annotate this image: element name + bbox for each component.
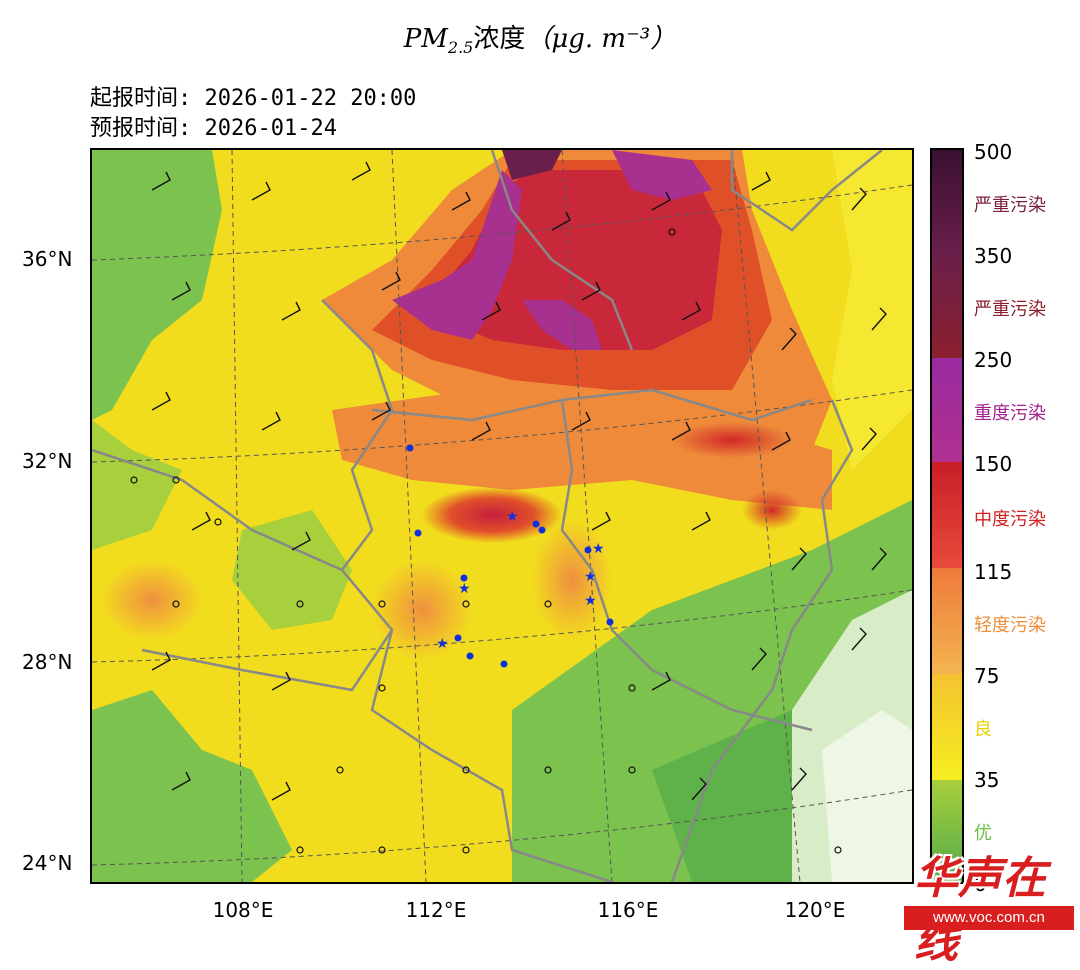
sea-yellow	[832, 150, 912, 470]
cb-cat-moderate: 中度污染	[974, 509, 1046, 530]
title-cn: 浓度	[473, 24, 526, 54]
cb-tick-115: 115	[974, 560, 1013, 584]
cb-seg-light	[932, 568, 962, 674]
lon-label-120: 120°E	[784, 898, 846, 922]
green-region-c	[232, 510, 352, 630]
city-stars: ★ ★ ★ ★ ★ ★	[436, 509, 605, 652]
cb-seg-good	[932, 674, 962, 780]
green-region-nw	[92, 150, 222, 420]
hotspot-changsha	[372, 560, 472, 660]
cb-cat-light: 轻度污染	[974, 615, 1046, 636]
cb-cat-heavy: 重度污染	[974, 403, 1046, 424]
sea-lighter	[822, 710, 912, 882]
title-unit: （μg. m⁻³）	[525, 24, 677, 54]
title-sub: 2.5	[447, 38, 474, 58]
svg-text:★: ★	[506, 509, 519, 525]
hotspot-east2	[742, 490, 802, 530]
magenta-region-1	[392, 170, 522, 340]
cb-cat-good: 良	[974, 719, 992, 740]
cb-cat-excellent: 优	[974, 823, 992, 844]
forecast-time-label: 预报时间:	[90, 116, 192, 141]
severe-region-1	[502, 150, 562, 180]
forecast-time-line: 预报时间: 2026-01-24	[90, 110, 337, 142]
lon-label-112: 112°E	[405, 898, 467, 922]
magenta-region-2	[522, 300, 602, 350]
cb-cat-severe-2: 严重污染	[974, 195, 1046, 216]
cb-seg-severe1	[932, 254, 962, 358]
lat-label-32: 32°N	[22, 449, 73, 473]
cb-tick-0: 0	[974, 872, 987, 896]
lon-label-108: 108°E	[212, 898, 274, 922]
svg-text:★: ★	[584, 593, 597, 609]
init-time-value: 2026-01-22 20:00	[204, 86, 417, 111]
wind-barbs	[151, 161, 887, 801]
colorbar	[930, 148, 964, 884]
cb-seg-moderate	[932, 462, 962, 568]
voc-logo: 华声在线 www.voc.com.cn	[900, 840, 1078, 968]
pollution-map: ★ ★ ★ ★ ★ ★	[90, 148, 914, 884]
lat-label-24: 24°N	[22, 851, 73, 875]
map-title: PM2.5浓度（μg. m⁻³）	[0, 18, 1080, 57]
hotspot-wuhan	[422, 487, 562, 543]
cb-seg-severe2	[932, 150, 962, 254]
calm-wind-markers	[130, 228, 842, 854]
lon-label-116: 116°E	[597, 898, 659, 922]
green-region-sw	[92, 690, 292, 882]
init-time-line: 起报时间: 2026-01-22 20:00	[90, 80, 416, 112]
hotspot-west	[102, 560, 202, 640]
init-time-label: 起报时间:	[90, 86, 192, 111]
cb-seg-heavy	[932, 358, 962, 462]
cb-tick-250: 250	[974, 348, 1013, 372]
green-region-w	[92, 420, 182, 550]
cb-tick-350: 350	[974, 244, 1013, 268]
cb-cat-severe-1: 严重污染	[974, 299, 1046, 320]
lat-label-36: 36°N	[22, 247, 73, 271]
city-markers	[406, 444, 614, 668]
cb-tick-150: 150	[974, 452, 1013, 476]
svg-text:★: ★	[436, 636, 449, 652]
cb-tick-500: 500	[974, 140, 1013, 164]
hotspot-east	[672, 422, 792, 458]
magenta-region-3	[612, 150, 712, 200]
svg-text:★: ★	[458, 581, 471, 597]
hotspot-nanchang	[532, 520, 612, 640]
svg-text:★: ★	[592, 541, 605, 557]
svg-text:★: ★	[584, 569, 597, 585]
cb-tick-35: 35	[974, 768, 1000, 792]
logo-url: www.voc.com.cn	[904, 906, 1074, 930]
cb-tick-75: 75	[974, 664, 1000, 688]
forecast-time-value: 2026-01-24	[204, 116, 337, 141]
cb-seg-excellent	[932, 780, 962, 882]
title-pm: PM	[403, 24, 448, 54]
province-borders	[92, 150, 883, 882]
map-canvas: ★ ★ ★ ★ ★ ★	[92, 150, 912, 882]
lat-label-28: 28°N	[22, 650, 73, 674]
